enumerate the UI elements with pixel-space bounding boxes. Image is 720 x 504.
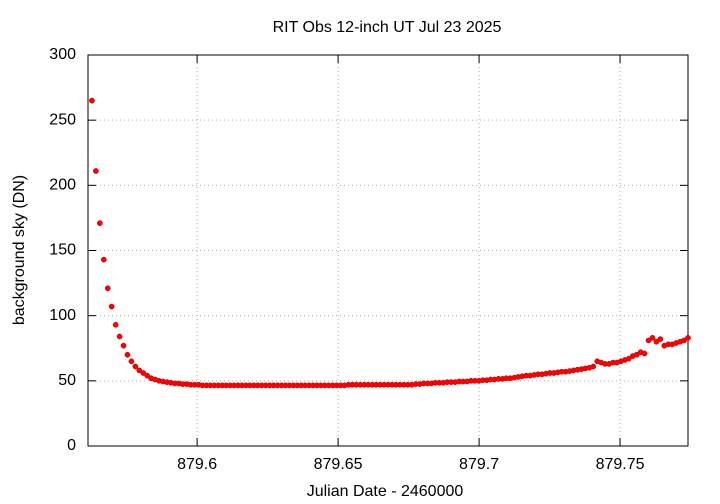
point: [124, 351, 131, 358]
point: [93, 168, 99, 174]
point: [108, 303, 115, 310]
y-tick-label: 0: [67, 437, 76, 454]
point: [144, 372, 151, 379]
point: [100, 256, 107, 263]
x-tick-label: 879.6: [177, 456, 217, 473]
x-axis-label: Julian Date - 2460000: [307, 483, 464, 500]
y-tick-label: 250: [49, 111, 76, 128]
point: [641, 350, 648, 357]
point: [104, 285, 111, 292]
y-axis-label: background sky (DN): [11, 175, 28, 325]
x-tick-label: 879.7: [459, 456, 499, 473]
plot-border: [87, 54, 689, 447]
y-tick-label: 150: [49, 242, 76, 259]
point: [657, 336, 664, 342]
point: [645, 337, 652, 344]
point: [653, 338, 660, 345]
point: [625, 355, 632, 362]
y-tick-label: 300: [49, 46, 76, 63]
x-tick-label: 879.75: [596, 456, 645, 473]
point: [96, 220, 103, 226]
point: [128, 358, 135, 365]
point: [140, 370, 147, 376]
point: [681, 337, 687, 344]
point: [685, 334, 691, 341]
point: [112, 321, 119, 328]
chart-title: RIT Obs 12-inch UT Jul 23 2025: [273, 19, 502, 36]
point: [649, 334, 656, 341]
y-tick-label: 50: [58, 372, 76, 389]
x-tick-label: 879.65: [314, 456, 363, 473]
y-tick-label: 100: [49, 307, 76, 324]
y-tick-label: 200: [49, 177, 76, 194]
point: [132, 363, 139, 370]
point: [120, 342, 127, 349]
point: [590, 363, 597, 370]
point: [89, 97, 95, 104]
point: [633, 351, 640, 358]
point: [116, 333, 123, 340]
point: [136, 367, 143, 374]
